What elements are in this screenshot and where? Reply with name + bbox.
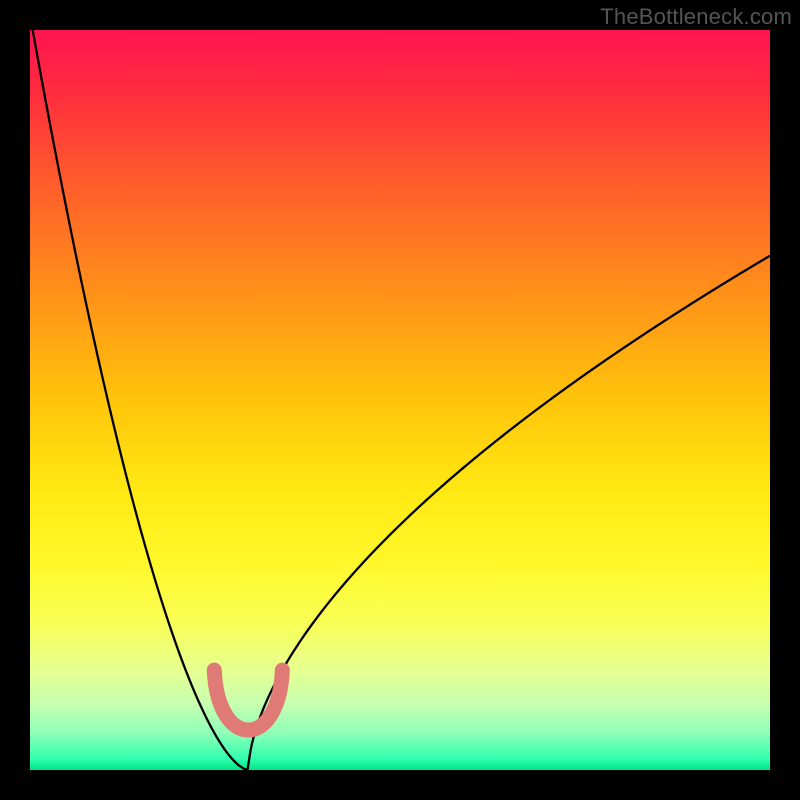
watermark-text: TheBottleneck.com xyxy=(600,4,792,30)
chart-background xyxy=(30,30,770,770)
chart-svg xyxy=(0,0,800,800)
chart-stage: TheBottleneck.com xyxy=(0,0,800,800)
